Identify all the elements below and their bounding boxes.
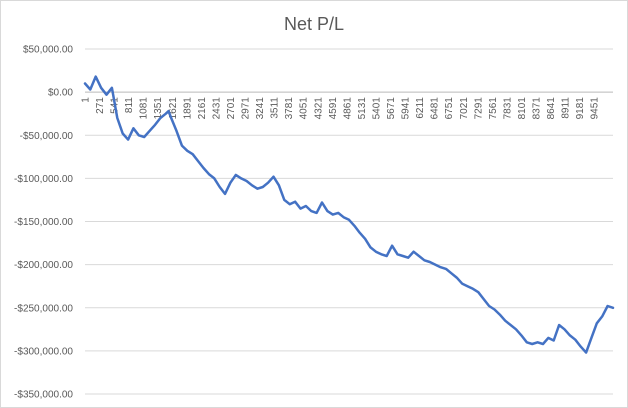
- y-tick-label: -$150,000.00: [14, 217, 73, 228]
- x-tick-label: 7561: [488, 97, 499, 120]
- y-tick-label: -$300,000.00: [14, 346, 73, 357]
- chart-title: Net P/L: [283, 14, 345, 34]
- x-tick-label: 9451: [590, 97, 601, 120]
- x-tick-label: 811: [124, 97, 135, 113]
- y-tick-label: -$50,000.00: [20, 131, 74, 142]
- x-axis-tick-labels: 1 271 541 811 1081 1351 1621 1891 2161 2431 2701 29…: [81, 97, 601, 120]
- x-tick-label: 7291: [473, 97, 484, 120]
- y-tick-label: $0.00: [48, 88, 73, 99]
- x-tick-label: 1351: [153, 97, 164, 120]
- y-axis-tick-labels: $50,000.00 $0.00 -$50,000.00 -$100,000.00 -$…: [14, 45, 73, 401]
- series-layer: [83, 75, 615, 354]
- series-line: [83, 75, 615, 354]
- x-tick-label: 8911: [561, 97, 572, 119]
- y-tick-label: -$250,000.00: [14, 303, 73, 314]
- x-tick-label: 2701: [226, 97, 237, 120]
- x-tick-label: 6211: [415, 97, 426, 119]
- x-tick-label: 3511: [270, 97, 281, 119]
- x-tick-label: 1081: [139, 97, 150, 120]
- y-tick-label: -$200,000.00: [14, 260, 73, 271]
- x-tick-label: 6751: [444, 97, 455, 120]
- x-tick-label: 8371: [532, 97, 543, 120]
- x-tick-label: 4051: [299, 97, 310, 120]
- x-tick-label: 7021: [459, 97, 470, 120]
- x-tick-label: 9181: [575, 97, 586, 120]
- y-tick-label: $50,000.00: [23, 45, 73, 56]
- y-tick-label: -$100,000.00: [14, 174, 73, 185]
- x-tick-label: 8101: [517, 97, 528, 120]
- x-tick-label: 4321: [313, 97, 324, 120]
- x-tick-label: 2971: [241, 97, 252, 120]
- x-tick-label: 5131: [357, 97, 368, 120]
- x-tick-label: 4861: [342, 97, 353, 120]
- x-tick-label: 2431: [211, 97, 222, 120]
- x-tick-label: 2161: [197, 97, 208, 120]
- x-tick-label: 5401: [371, 97, 382, 120]
- x-tick-label: 3241: [255, 97, 266, 120]
- x-tick-label: 1621: [168, 97, 179, 120]
- x-tick-label: 5941: [401, 97, 412, 120]
- x-tick-label: 7831: [502, 97, 513, 120]
- x-tick-label: 8641: [546, 97, 557, 120]
- y-tick-label: -$350,000.00: [14, 390, 73, 401]
- x-tick-label: 5671: [386, 97, 397, 120]
- x-tick-label: 1891: [182, 97, 193, 120]
- x-tick-label: 6481: [430, 97, 441, 120]
- x-tick-label: 4591: [328, 97, 339, 120]
- x-tick-label: 271: [95, 97, 106, 114]
- x-tick-label: 1: [81, 97, 92, 103]
- x-tick-label: 3781: [284, 97, 295, 120]
